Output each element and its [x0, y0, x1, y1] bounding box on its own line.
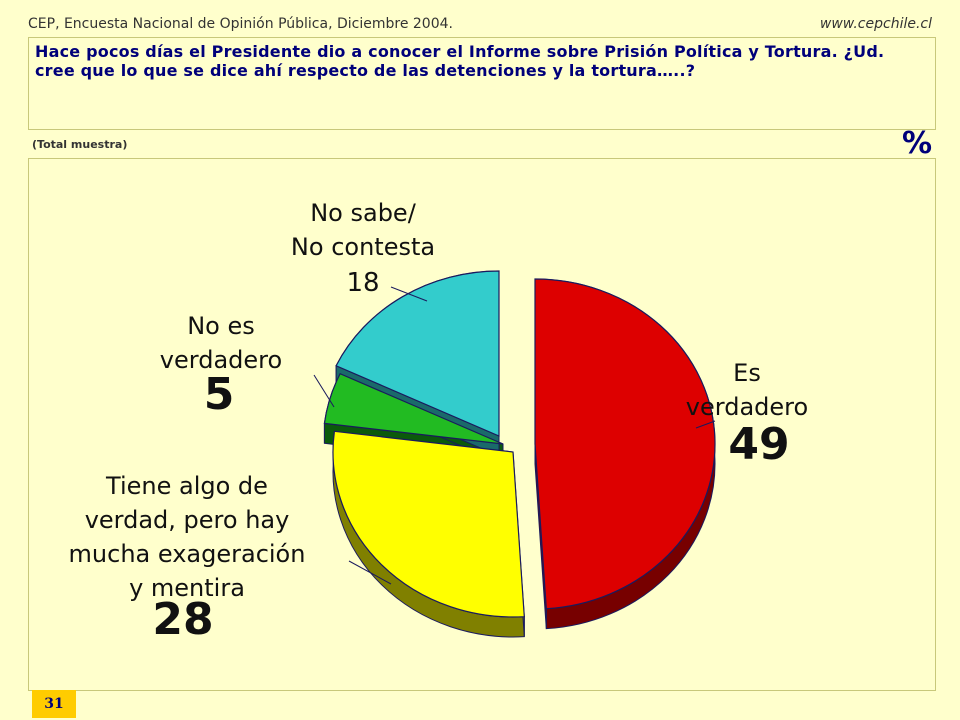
page-number-badge: 31 [32, 690, 76, 718]
slice-label: verdadero [686, 393, 808, 421]
slice-label: No es [187, 312, 255, 340]
pie-slice [335, 270, 500, 437]
slice-value-label: 28 [152, 594, 213, 645]
unit-label: % [901, 126, 932, 161]
slice-label: verdadero [160, 346, 282, 374]
slice-label: y mentira [129, 574, 245, 602]
question-text: Hace pocos días el Presidente dio a cono… [35, 42, 885, 80]
leader-line [348, 560, 392, 585]
leader-line [695, 420, 716, 429]
pie-slice [323, 372, 504, 445]
slice-label: Es [733, 359, 761, 387]
leader-line [390, 286, 428, 302]
pie-slice [332, 430, 525, 618]
leader-line [313, 374, 335, 408]
slice-label: No contesta [291, 233, 435, 261]
slice-value-label: 18 [346, 268, 379, 298]
top-header: CEP, Encuesta Nacional de Opinión Públic… [0, 0, 960, 36]
slice-value-label: 49 [728, 419, 789, 470]
chart-area: Es verdadero 49 Tiene algo de verdad, pero h… [28, 158, 936, 691]
slice-label: mucha exageración [69, 540, 306, 568]
website-link[interactable]: www.cepchile.cl [819, 16, 932, 32]
slice-label: verdad, pero hay [85, 506, 290, 534]
slice-label: No sabe/ [310, 199, 416, 227]
question-box: Hace pocos días el Presidente dio a cono… [28, 37, 936, 130]
sample-note: (Total muestra) [32, 138, 128, 151]
slice-label: Tiene algo de [105, 472, 268, 500]
survey-source: CEP, Encuesta Nacional de Opinión Públic… [28, 16, 453, 32]
pie-slice [534, 278, 716, 610]
slice-value-label: 5 [204, 369, 235, 420]
